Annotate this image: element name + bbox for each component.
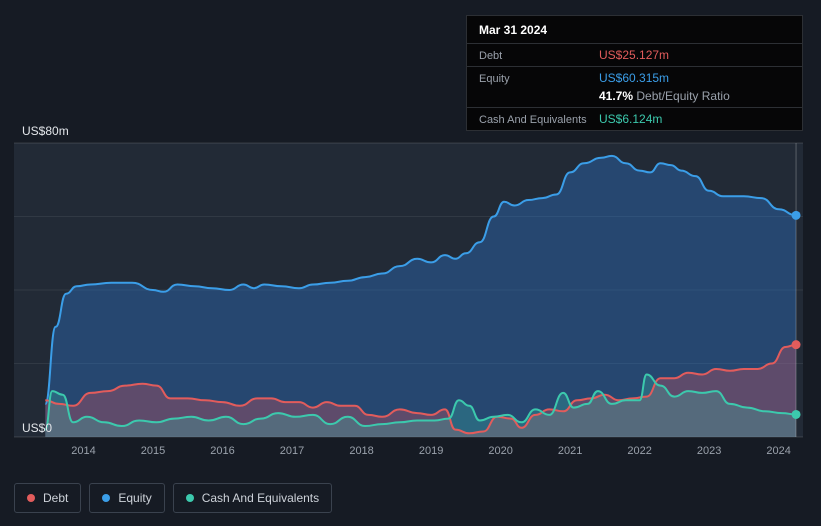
tooltip-equity-label: Equity bbox=[479, 73, 599, 85]
x-axis-tick: 2017 bbox=[280, 445, 304, 457]
debt-series-dot-icon bbox=[27, 494, 35, 502]
x-axis-tick: 2020 bbox=[488, 445, 512, 457]
cash-series-dot-icon bbox=[186, 494, 194, 502]
legend-item-cash[interactable]: Cash And Equivalents bbox=[173, 483, 332, 513]
chart-svg bbox=[14, 143, 803, 437]
tooltip-row-ratio: 41.7% Debt/Equity Ratio bbox=[467, 89, 802, 108]
legend-equity-label: Equity bbox=[118, 491, 151, 505]
debt-marker bbox=[792, 340, 801, 349]
page: { "colors": { "background": "#161b24", "… bbox=[0, 0, 821, 526]
equity-marker bbox=[792, 211, 801, 220]
x-axis: 2014 2015 2016 2017 2018 2019 2020 2021 2022 2023… bbox=[14, 445, 803, 461]
x-axis-tick: 2016 bbox=[210, 445, 234, 457]
x-axis-tick: 2019 bbox=[419, 445, 443, 457]
legend-item-equity[interactable]: Equity bbox=[89, 483, 164, 513]
tooltip-row-equity: Equity US$60.315m bbox=[467, 67, 802, 89]
tooltip-debt-value: US$25.127m bbox=[599, 48, 669, 62]
debt-equity-ratio-percent: 41.7% bbox=[599, 89, 633, 103]
legend-debt-label: Debt bbox=[43, 491, 68, 505]
x-axis-tick: 2021 bbox=[558, 445, 582, 457]
tooltip-date: Mar 31 2024 bbox=[467, 16, 802, 44]
cash-and-equivalents-marker bbox=[792, 410, 801, 419]
x-axis-tick: 2018 bbox=[349, 445, 373, 457]
x-axis-tick: 2024 bbox=[766, 445, 790, 457]
debt-equity-history-chart: US$80m US$0 2014 2015 2016 2017 2018 2019 2020… bbox=[0, 0, 821, 526]
equity-series-dot-icon bbox=[102, 494, 110, 502]
tooltip-cash-label: Cash And Equivalents bbox=[479, 114, 599, 126]
chart-legend: Debt Equity Cash And Equivalents bbox=[14, 483, 332, 513]
tooltip-cash-value: US$6.124m bbox=[599, 112, 662, 126]
plot-area[interactable] bbox=[14, 143, 803, 437]
tooltip-debt-label: Debt bbox=[479, 50, 599, 62]
x-axis-tick: 2015 bbox=[141, 445, 165, 457]
debt-equity-ratio-label: Debt/Equity Ratio bbox=[636, 89, 729, 103]
legend-cash-label: Cash And Equivalents bbox=[202, 491, 319, 505]
y-axis-label-max: US$80m bbox=[22, 124, 69, 138]
chart-tooltip: Mar 31 2024 Debt US$25.127m Equity US$60… bbox=[466, 15, 803, 131]
tooltip-ratio-value: 41.7% Debt/Equity Ratio bbox=[599, 89, 730, 103]
tooltip-row-debt: Debt US$25.127m bbox=[467, 44, 802, 67]
tooltip-row-cash: Cash And Equivalents US$6.124m bbox=[467, 108, 802, 130]
x-axis-tick: 2014 bbox=[71, 445, 95, 457]
tooltip-equity-value: US$60.315m bbox=[599, 71, 669, 85]
y-axis-label-zero: US$0 bbox=[22, 421, 52, 435]
x-axis-tick: 2023 bbox=[697, 445, 721, 457]
x-axis-tick: 2022 bbox=[627, 445, 651, 457]
legend-item-debt[interactable]: Debt bbox=[14, 483, 81, 513]
